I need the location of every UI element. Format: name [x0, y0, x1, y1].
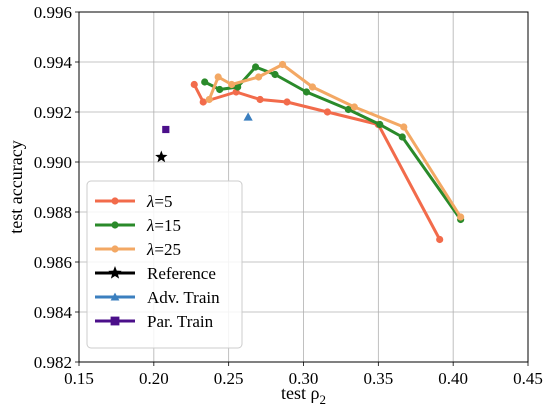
axes [75, 11, 529, 366]
x-tick-label: 0.20 [139, 369, 169, 388]
y-tick-label: 0.986 [34, 253, 72, 272]
data-point [190, 80, 198, 89]
legend-label-symbol: λ [146, 216, 154, 235]
x-tick-label: 0.35 [363, 369, 393, 388]
legend-marker [111, 197, 119, 205]
legend-label-symbol: λ [146, 240, 154, 259]
legend-label-value: =5 [154, 192, 172, 211]
series [243, 112, 253, 121]
series [205, 60, 465, 221]
y-tick-label: 0.982 [34, 353, 72, 372]
legend-marker [108, 266, 122, 279]
data-point [255, 73, 263, 81]
data-point [214, 73, 222, 81]
x-tick-label: 0.15 [64, 369, 94, 388]
y-tick-label: 0.984 [34, 303, 73, 322]
x-axis-label: test ρ2 [281, 383, 326, 406]
data-point [350, 103, 358, 111]
series-line [204, 65, 462, 221]
series [155, 150, 168, 163]
y-tick-labels: 0.982 0.984 0.986 0.988 0.990 0.992 0.994 0.996 [34, 3, 73, 372]
legend-label-symbol: λ [146, 192, 154, 211]
y-tick-label: 0.990 [34, 153, 72, 172]
y-tick-label: 0.992 [34, 103, 72, 122]
data-point [201, 78, 209, 86]
x-tick-label: 0.25 [214, 369, 244, 388]
legend-label: Reference [147, 264, 216, 283]
x-tick-labels: 0.15 0.20 0.25 0.30 0.35 0.40 0.45 [64, 369, 543, 388]
legend-marker [111, 245, 119, 253]
data-point [457, 213, 465, 221]
legend-label-value: =15 [154, 216, 181, 235]
data-point [155, 150, 168, 163]
y-axis-label: test accuracy [6, 140, 26, 233]
legend-entry: Adv. Train [95, 288, 220, 307]
x-axis-label-main: test ρ [281, 383, 319, 403]
data-point [398, 133, 406, 141]
data-point [323, 108, 332, 116]
legend-entry: λ=15 [95, 216, 181, 235]
data-point [302, 88, 311, 96]
legend-marker [110, 292, 120, 301]
legend-entry: λ=25 [95, 240, 181, 259]
legend-label: λ=5 [146, 192, 172, 211]
series-line [207, 63, 462, 218]
legend-label: λ=25 [146, 240, 181, 259]
x-axis-label-subscript: 2 [319, 392, 326, 406]
legend-label: Adv. Train [147, 288, 220, 307]
data-point [216, 85, 224, 94]
data-point [205, 95, 213, 104]
data-point [243, 112, 253, 121]
data-point [308, 83, 317, 91]
y-tick-label: 0.988 [34, 203, 72, 222]
data-point [271, 70, 279, 79]
y-tick-label: 0.996 [34, 3, 72, 22]
y-tick-label: 0.994 [34, 53, 73, 72]
data-point [234, 83, 242, 91]
data-point [228, 80, 236, 89]
legend-marker [111, 221, 119, 229]
legend-entry: λ=5 [95, 192, 172, 211]
data-point [344, 105, 352, 114]
x-tick-label: 0.40 [438, 369, 468, 388]
data-point [199, 98, 207, 106]
data-series [155, 60, 465, 244]
x-tick-label: 0.30 [289, 369, 319, 388]
data-point [376, 120, 384, 129]
data-point [436, 235, 444, 244]
data-point [400, 123, 408, 131]
legend-marker [110, 316, 120, 326]
data-point [162, 125, 170, 134]
data-point [278, 60, 287, 69]
legend-label-value: =25 [154, 240, 181, 259]
x-tick-label: 0.45 [513, 369, 543, 388]
legend-entry: Par. Train [95, 312, 214, 331]
data-point [252, 63, 260, 71]
legend-entry: Reference [95, 264, 216, 283]
data-point [283, 98, 291, 106]
data-point [256, 95, 264, 104]
legend-label: Par. Train [147, 312, 214, 331]
series [201, 63, 465, 224]
legend-box [86, 180, 243, 349]
legend-label: λ=15 [146, 216, 181, 235]
series [162, 125, 170, 134]
